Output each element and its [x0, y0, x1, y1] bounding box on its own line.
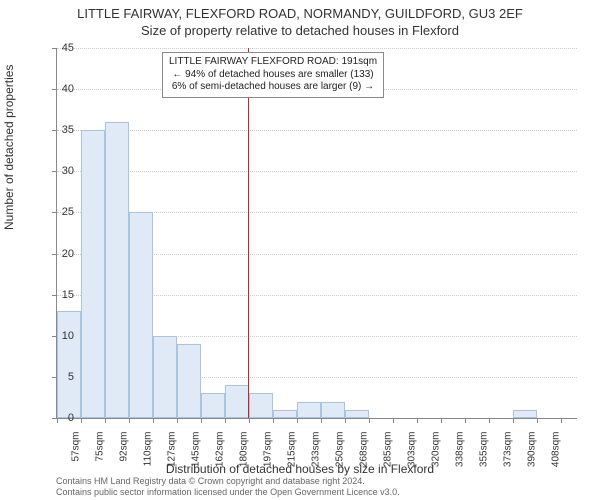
xtick-mark	[273, 418, 274, 423]
xtick-label: 110sqm	[143, 432, 154, 472]
footer-attribution: Contains HM Land Registry data © Crown c…	[56, 476, 400, 498]
histogram-bar	[105, 122, 129, 418]
ytick-label: 25	[44, 206, 74, 218]
annotation-line1: LITTLE FAIRWAY FLEXFORD ROAD: 191sqm	[169, 56, 377, 69]
xtick-mark	[393, 418, 394, 423]
xtick-label: 162sqm	[215, 432, 226, 472]
xtick-mark	[369, 418, 370, 423]
xtick-label: 285sqm	[383, 432, 394, 472]
xtick-label: 75sqm	[95, 432, 106, 472]
xtick-label: 92sqm	[119, 432, 130, 472]
xtick-label: 373sqm	[503, 432, 514, 472]
xtick-mark	[177, 418, 178, 423]
histogram-bar	[273, 410, 297, 418]
xtick-mark	[105, 418, 106, 423]
xtick-label: 57sqm	[71, 432, 82, 472]
histogram-bar	[153, 336, 177, 418]
histogram-bar	[57, 311, 81, 418]
xtick-mark	[513, 418, 514, 423]
ytick-label: 15	[44, 289, 74, 301]
footer-line1: Contains HM Land Registry data © Crown c…	[56, 476, 400, 487]
ytick-label: 10	[44, 330, 74, 342]
histogram-bar	[345, 410, 369, 418]
xtick-label: 145sqm	[191, 432, 202, 472]
xtick-label: 215sqm	[287, 432, 298, 472]
reference-line	[248, 48, 249, 418]
xtick-mark	[465, 418, 466, 423]
chart-title-sub: Size of property relative to detached ho…	[0, 21, 600, 38]
xtick-label: 250sqm	[335, 432, 346, 472]
ytick-label: 40	[44, 83, 74, 95]
histogram-bar	[81, 130, 105, 418]
histogram-bar	[249, 393, 273, 418]
ytick-label: 20	[44, 248, 74, 260]
xtick-mark	[345, 418, 346, 423]
xtick-label: 268sqm	[359, 432, 370, 472]
annotation-box: LITTLE FAIRWAY FLEXFORD ROAD: 191sqm← 94…	[162, 52, 384, 98]
xtick-label: 233sqm	[311, 432, 322, 472]
xtick-mark	[225, 418, 226, 423]
grid-line	[57, 130, 577, 131]
grid-line	[57, 48, 577, 49]
histogram-bar	[513, 410, 537, 418]
xtick-mark	[249, 418, 250, 423]
xtick-label: 390sqm	[527, 432, 538, 472]
plot-region: LITTLE FAIRWAY FLEXFORD ROAD: 191sqm← 94…	[56, 48, 577, 419]
xtick-label: 338sqm	[455, 432, 466, 472]
xtick-label: 355sqm	[479, 432, 490, 472]
annotation-line3: 6% of semi-detached houses are larger (9…	[169, 81, 377, 94]
ytick-label: 30	[44, 165, 74, 177]
y-axis-label: Number of detached properties	[2, 65, 16, 230]
chart-title-main: LITTLE FAIRWAY, FLEXFORD ROAD, NORMANDY,…	[0, 0, 600, 21]
xtick-mark	[489, 418, 490, 423]
ytick-label: 45	[44, 42, 74, 54]
xtick-mark	[153, 418, 154, 423]
histogram-bar	[297, 402, 321, 418]
xtick-mark	[561, 418, 562, 423]
xtick-label: 320sqm	[431, 432, 442, 472]
xtick-mark	[417, 418, 418, 423]
histogram-bar	[321, 402, 345, 418]
grid-line	[57, 171, 577, 172]
xtick-mark	[441, 418, 442, 423]
xtick-label: 408sqm	[551, 432, 562, 472]
xtick-mark	[129, 418, 130, 423]
ytick-label: 35	[44, 124, 74, 136]
histogram-bar	[225, 385, 249, 418]
histogram-bar	[177, 344, 201, 418]
histogram-bar	[129, 212, 153, 418]
footer-line2: Contains public sector information licen…	[56, 487, 400, 498]
xtick-mark	[297, 418, 298, 423]
xtick-label: 303sqm	[407, 432, 418, 472]
ytick-label: 0	[44, 412, 74, 424]
xtick-mark	[201, 418, 202, 423]
xtick-label: 127sqm	[167, 432, 178, 472]
ytick-label: 5	[44, 371, 74, 383]
xtick-label: 180sqm	[239, 432, 250, 472]
xtick-label: 197sqm	[263, 432, 274, 472]
chart-area: LITTLE FAIRWAY FLEXFORD ROAD: 191sqm← 94…	[56, 48, 576, 418]
annotation-line2: ← 94% of detached houses are smaller (13…	[169, 69, 377, 82]
histogram-bar	[201, 393, 225, 418]
xtick-mark	[81, 418, 82, 423]
xtick-mark	[321, 418, 322, 423]
xtick-mark	[537, 418, 538, 423]
